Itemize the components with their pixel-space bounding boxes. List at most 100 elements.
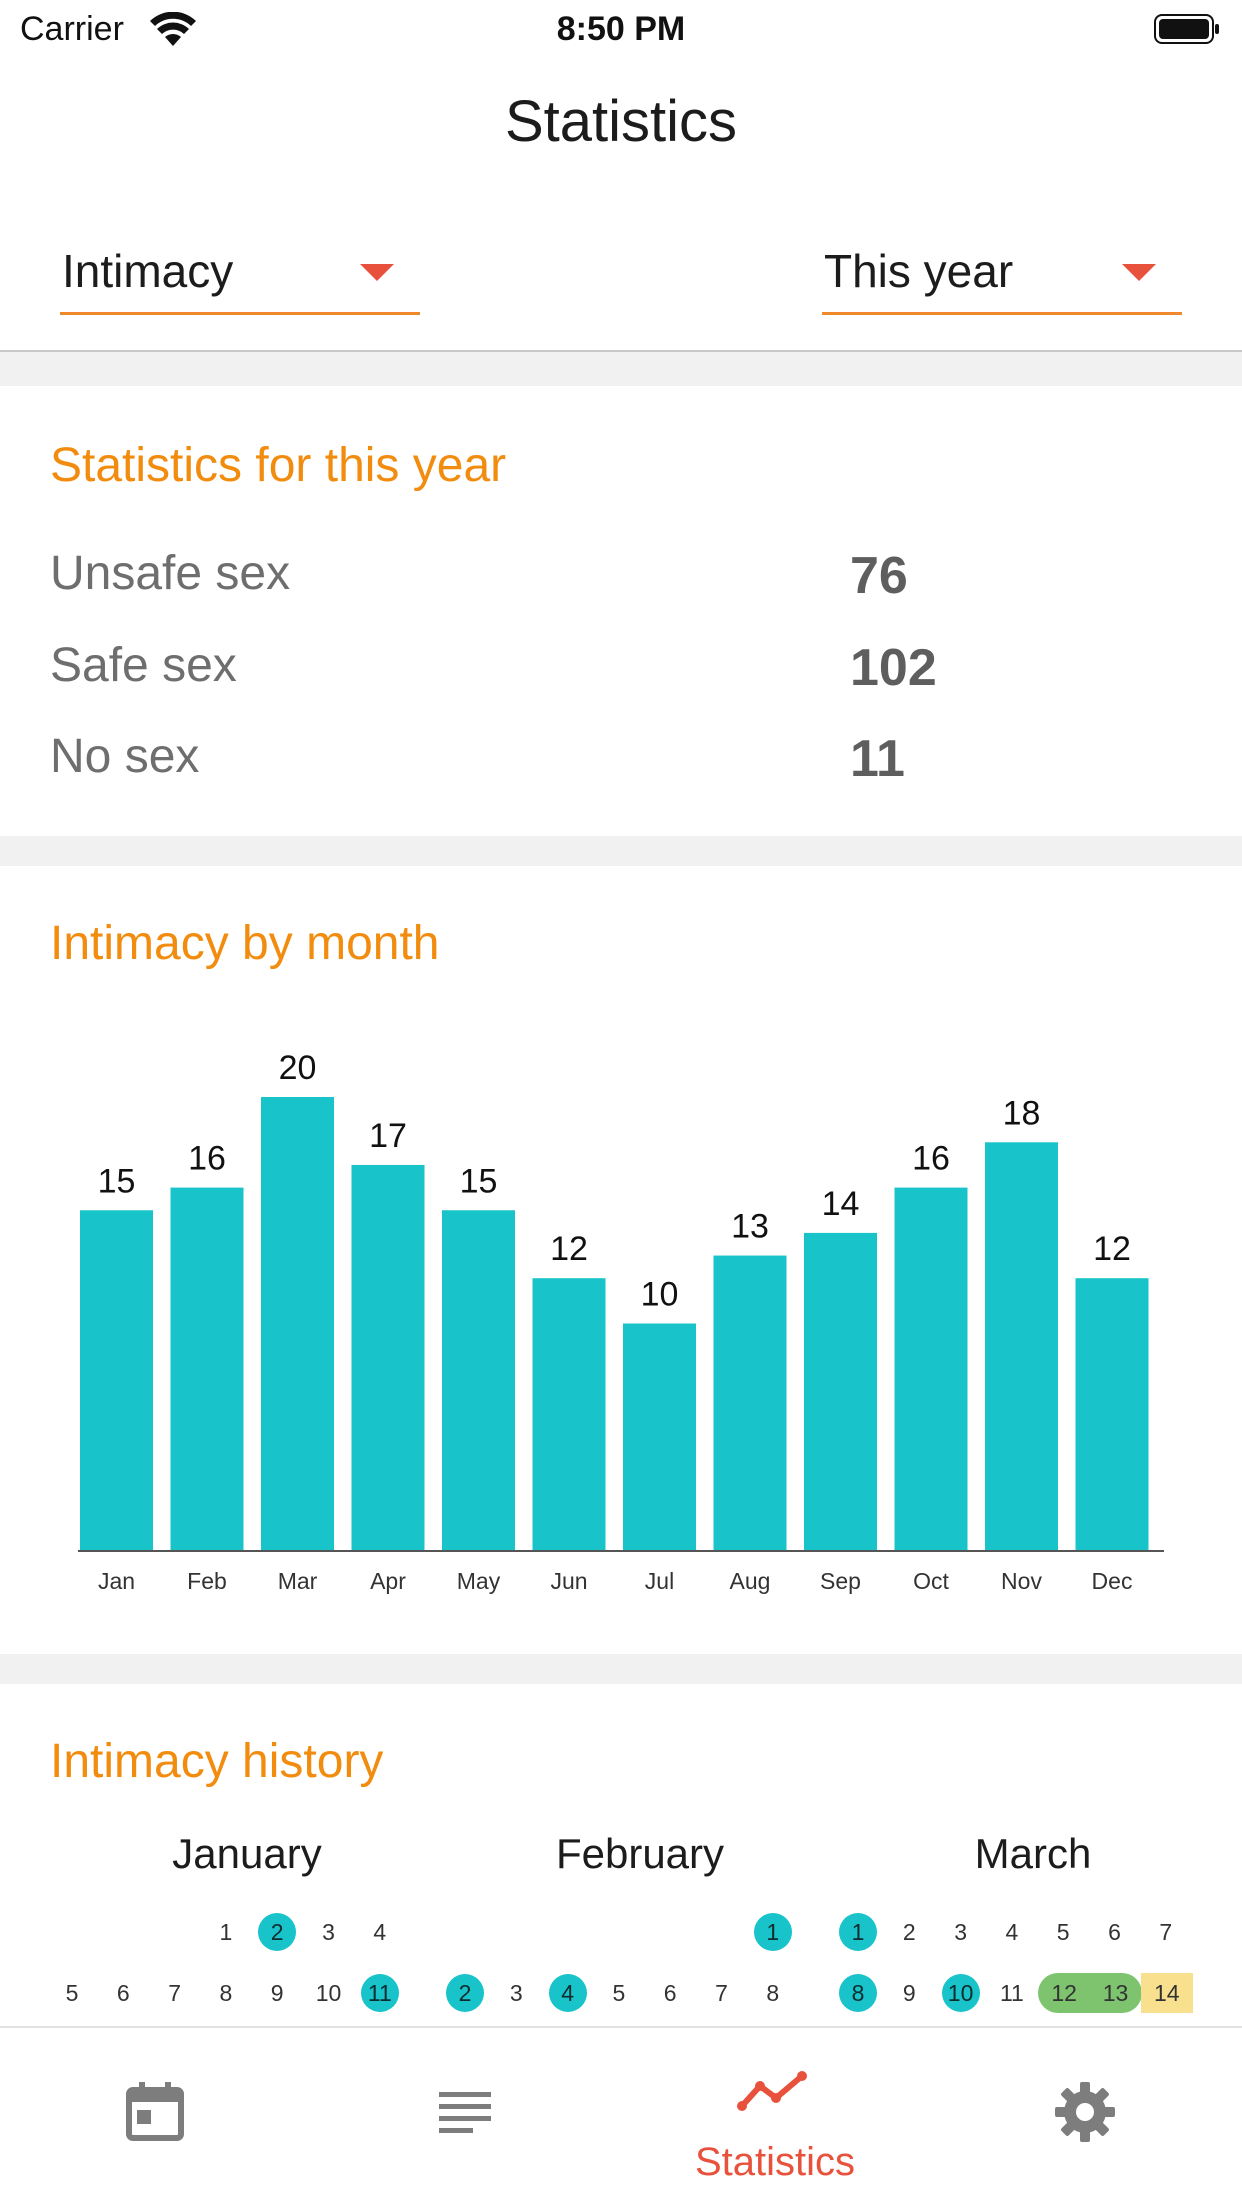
- calendar-day[interactable]: 10: [941, 1974, 980, 2012]
- bar-nov: [985, 1142, 1058, 1550]
- bar-value-label: 16: [912, 1140, 950, 1178]
- bar-value-label: 12: [1093, 1230, 1131, 1268]
- bar-oct: [894, 1187, 968, 1550]
- toolbar-divider: [0, 350, 1242, 352]
- bar-value-label: 20: [279, 1049, 317, 1087]
- bar-mar: [261, 1097, 334, 1550]
- bar-aug: [713, 1255, 787, 1550]
- bar-may: [442, 1210, 515, 1550]
- calendar-day[interactable]: 1: [753, 1913, 792, 1951]
- category-dropdown-value: Intimacy: [62, 245, 234, 297]
- calendar-day[interactable]: 5: [1056, 1919, 1070, 1945]
- calendar-day[interactable]: 3: [509, 1980, 523, 2006]
- bar-dec: [1075, 1278, 1149, 1550]
- x-tick-label: Dec: [1092, 1568, 1133, 1594]
- stat-value: 11: [850, 730, 905, 788]
- calendar-day[interactable]: 7: [715, 1980, 728, 2006]
- list-icon: [439, 2092, 491, 2133]
- calendar-day[interactable]: 4: [373, 1919, 387, 1945]
- calendar-day[interactable]: 4: [548, 1974, 587, 2012]
- x-tick-label: Nov: [1001, 1568, 1042, 1594]
- clock: 8:50 PM: [556, 10, 686, 48]
- tab-bar: Statistics: [0, 2026, 1242, 2210]
- calendar-day[interactable]: 4: [1005, 1919, 1019, 1945]
- calendar-day[interactable]: 12: [1038, 1973, 1091, 2013]
- bar-sep: [804, 1232, 877, 1550]
- calendar-day[interactable]: 3: [322, 1919, 335, 1945]
- tab-settings[interactable]: [930, 2028, 1240, 2210]
- x-tick-label: Oct: [913, 1568, 949, 1594]
- category-dropdown[interactable]: Intimacy: [60, 240, 420, 315]
- calendar-day[interactable]: 8: [839, 1974, 877, 2012]
- calendar-icon: [126, 2082, 184, 2141]
- bar-value-label: 15: [98, 1162, 136, 1200]
- bar-jun: [532, 1278, 606, 1550]
- calendar-day[interactable]: 6: [663, 1980, 677, 2006]
- tab-statistics-label: Statistics: [694, 2140, 856, 2184]
- calendar-day[interactable]: 8: [219, 1980, 233, 2006]
- section-gap: [0, 352, 1242, 386]
- bar-value-label: 12: [550, 1230, 588, 1268]
- x-tick-label: Jul: [645, 1568, 674, 1594]
- bar-value-label: 13: [731, 1208, 769, 1246]
- bar-value-label: 15: [460, 1162, 498, 1200]
- section-gap: [0, 1654, 1242, 1684]
- stat-row-none: No sex 11: [50, 729, 1150, 809]
- stat-row-safe: Safe sex 102: [50, 638, 1150, 718]
- calendar-day[interactable]: 10: [315, 1980, 342, 2006]
- wifi-icon: [150, 12, 196, 46]
- period-dropdown[interactable]: This year: [822, 240, 1182, 315]
- status-bar: Carrier 8:50 PM: [0, 0, 1242, 62]
- calendar-day[interactable]: 9: [270, 1980, 284, 2006]
- monthly-title: Intimacy by month: [50, 917, 440, 970]
- tab-statistics[interactable]: Statistics: [620, 2028, 930, 2210]
- month-name: March: [974, 1830, 1092, 1877]
- bar-jan: [80, 1210, 153, 1550]
- calendar-day[interactable]: 6: [1108, 1919, 1121, 1945]
- chevron-down-icon: [360, 264, 394, 281]
- calendar-day[interactable]: 5: [65, 1980, 79, 2006]
- tab-calendar[interactable]: [0, 2028, 310, 2210]
- month-name: February: [555, 1830, 725, 1877]
- calendar-day[interactable]: 7: [168, 1980, 181, 2006]
- calendar-day[interactable]: 9: [902, 1980, 916, 2006]
- history-title: Intimacy history: [50, 1735, 384, 1788]
- calendar-day[interactable]: 8: [766, 1980, 780, 2006]
- calendar-day[interactable]: 6: [116, 1980, 130, 2006]
- x-tick-label: Jan: [98, 1568, 135, 1594]
- calendar-day[interactable]: 11: [360, 1974, 399, 2012]
- bar-jul: [623, 1323, 696, 1550]
- calendar-day[interactable]: 13: [1089, 1973, 1142, 2013]
- month-name: January: [172, 1830, 322, 1877]
- x-tick-label: Apr: [370, 1568, 406, 1594]
- stat-value: 76: [850, 547, 908, 605]
- x-tick-label: Feb: [187, 1568, 227, 1594]
- bar-feb: [170, 1187, 244, 1550]
- calendar-day[interactable]: 1: [219, 1919, 233, 1945]
- period-dropdown-value: This year: [824, 245, 1014, 297]
- calendar-day[interactable]: 5: [612, 1980, 626, 2006]
- bar-value-label: 14: [822, 1185, 860, 1223]
- stat-value: 102: [850, 639, 937, 697]
- calendar-day[interactable]: 1: [839, 1913, 877, 1951]
- bar-value-label: 18: [1003, 1094, 1041, 1132]
- calendar-day[interactable]: 2: [446, 1974, 484, 2012]
- monthly-bar-chart: 15 Jan 16 Feb 20 Mar 17 Apr 15 May 12 Jun 10 Jul 13 Aug…: [78, 1049, 1164, 1594]
- statistics-icon: [737, 2071, 807, 2111]
- x-tick-label: Sep: [820, 1568, 861, 1594]
- stat-label: Unsafe sex: [50, 547, 291, 600]
- calendar-day[interactable]: 2: [902, 1919, 916, 1945]
- stat-row-unsafe: Unsafe sex 76: [50, 546, 1150, 626]
- chevron-down-icon: [1122, 264, 1156, 281]
- calendar-day[interactable]: 3: [954, 1919, 967, 1945]
- page-title: Statistics: [504, 89, 738, 154]
- calendar-day[interactable]: 7: [1159, 1919, 1173, 1945]
- calendar-day[interactable]: 11: [999, 1980, 1024, 2006]
- x-tick-label: Aug: [730, 1568, 771, 1594]
- calendar-day[interactable]: 2: [258, 1913, 297, 1951]
- calendar-day[interactable]: 14: [1140, 1973, 1193, 2013]
- bar-value-label: 10: [641, 1276, 679, 1314]
- summary-card: Statistics for this year Unsafe sex 76 S…: [0, 386, 1242, 836]
- bar-apr: [351, 1164, 425, 1550]
- tab-entries[interactable]: [310, 2028, 620, 2210]
